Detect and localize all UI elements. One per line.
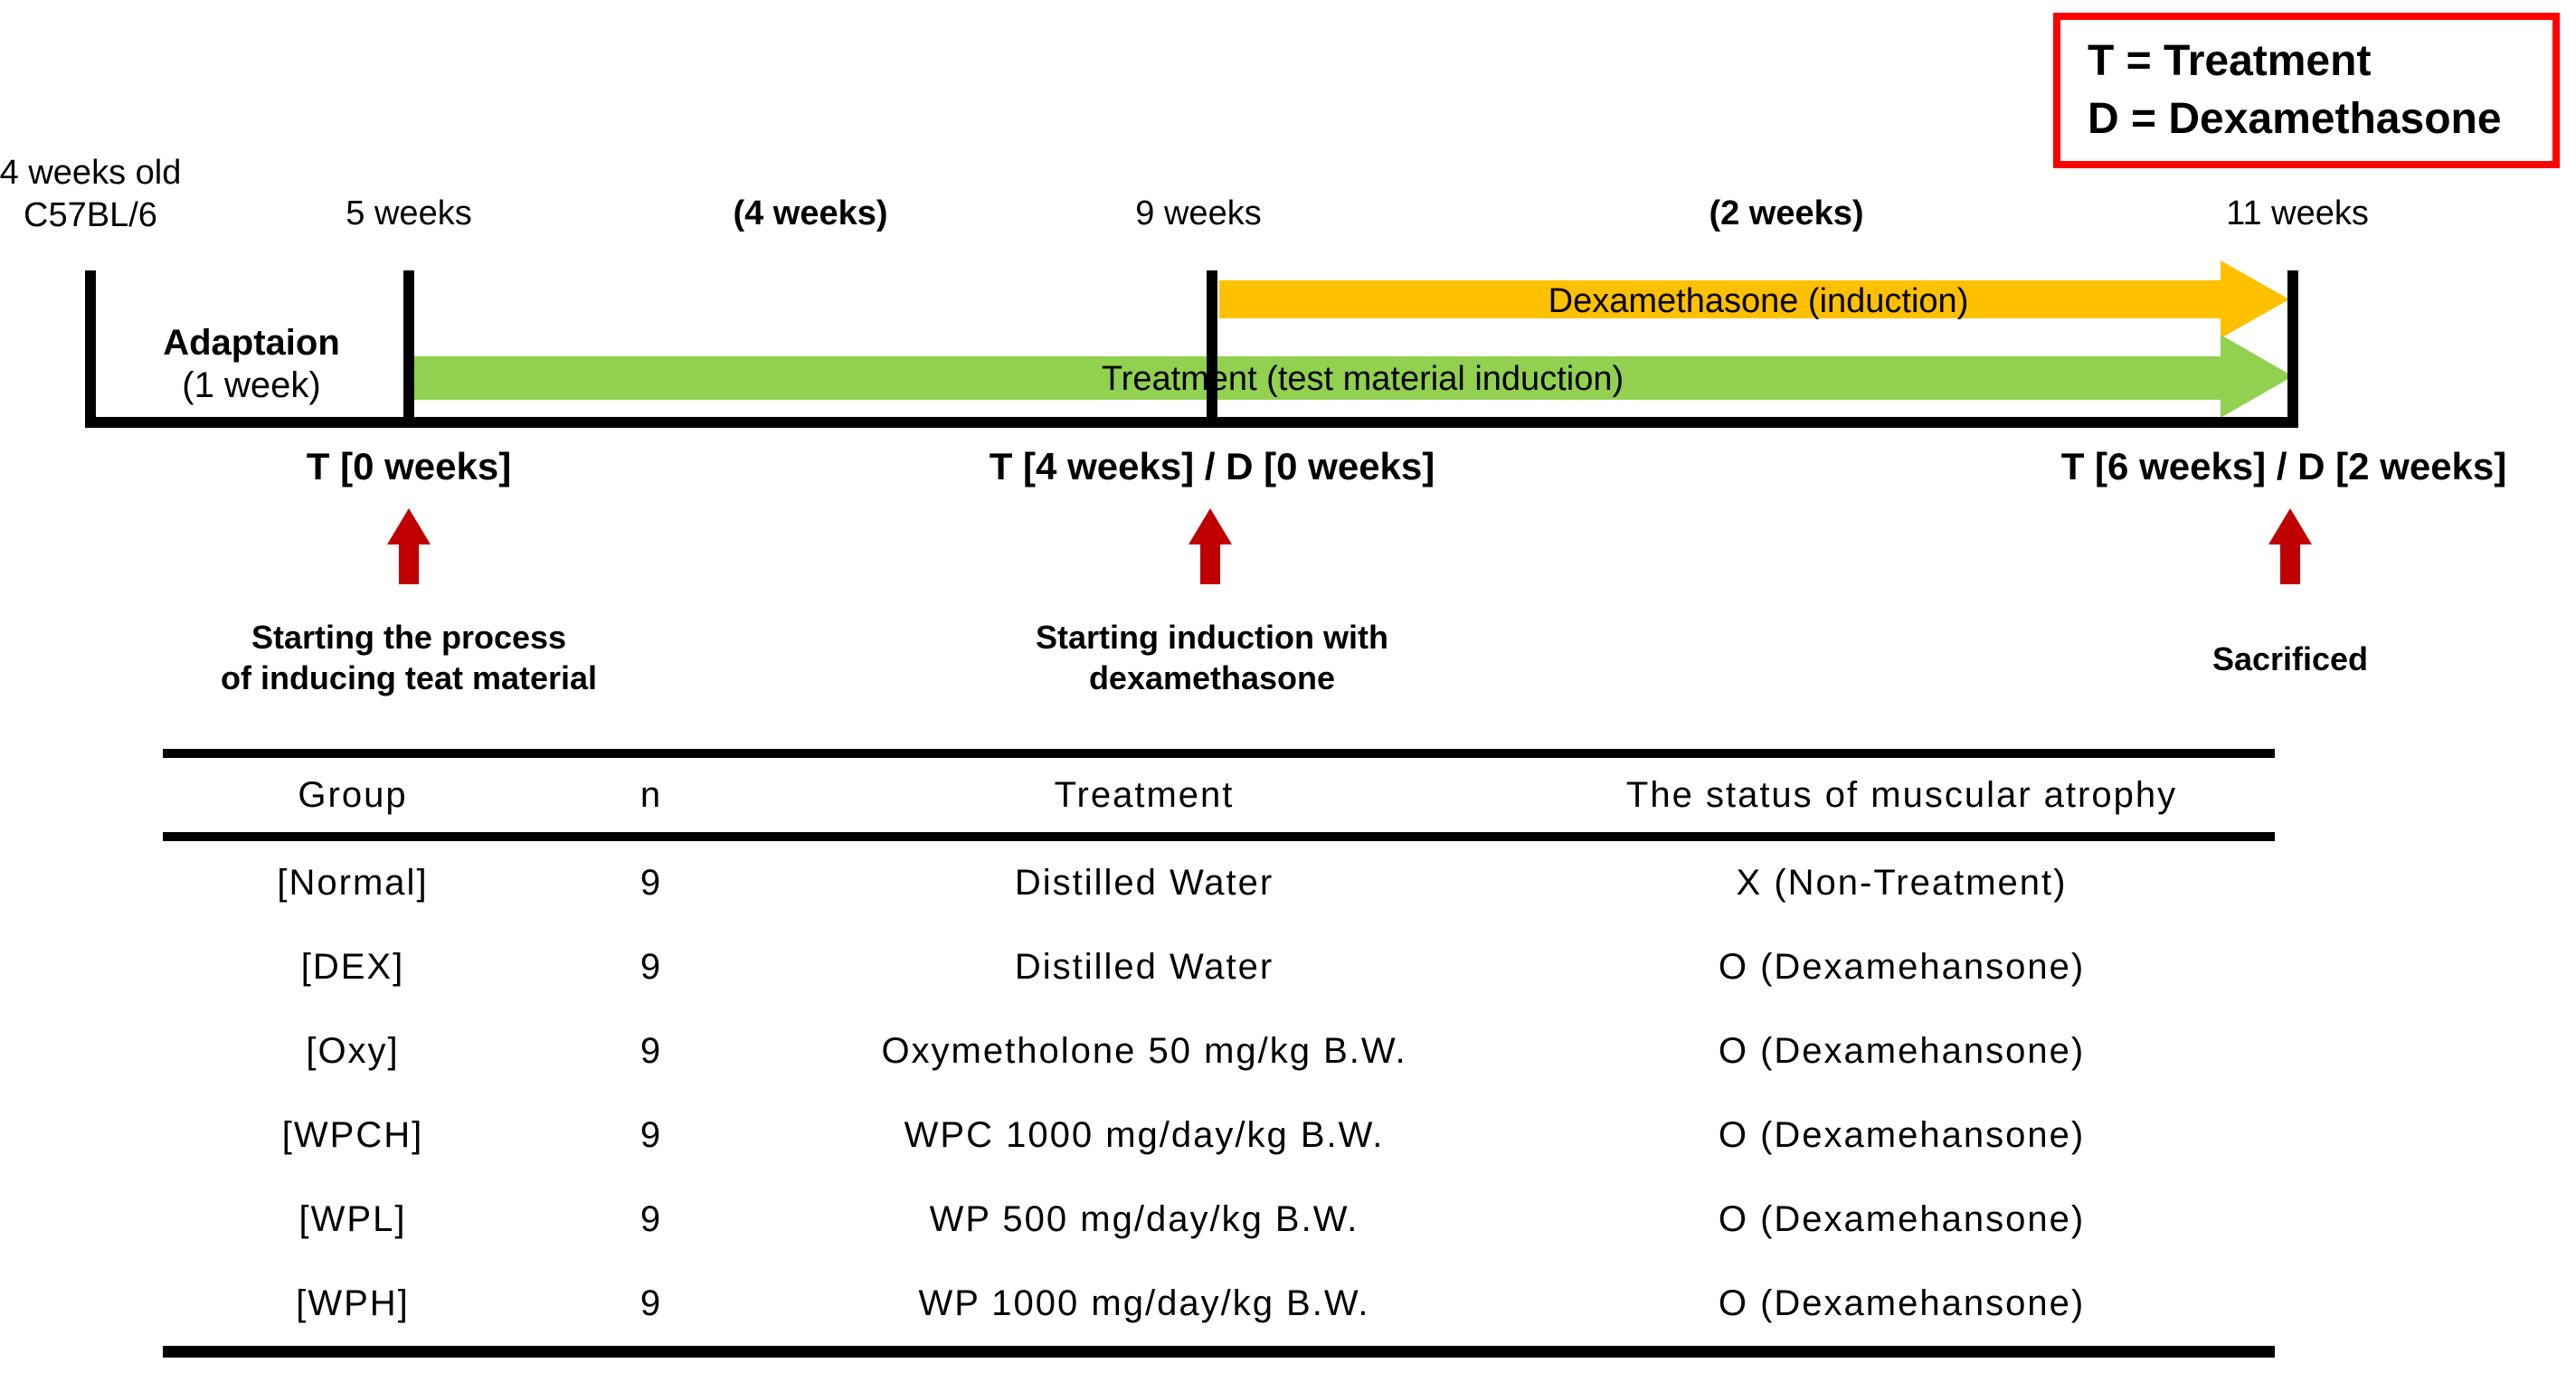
table-cell: 9 <box>639 863 663 903</box>
adaptation-label: Adaptaion (1 week) <box>163 322 340 407</box>
timeline-tick-5-weeks <box>403 270 414 428</box>
table-cell: O (Dexamehansone) <box>1718 1199 2086 1239</box>
table-cell: [WPCH] <box>281 1115 424 1155</box>
table-cell: 9 <box>639 1031 663 1071</box>
table-row-oxy: [Oxy] 9 Oxymetholone 50 mg/kg B.W. O (De… <box>163 1009 2275 1093</box>
header-cell-status: The status of muscular atrophy <box>1625 774 2178 815</box>
dexamethasone-arrowhead-icon <box>2221 260 2289 338</box>
treatment-arrow <box>414 356 2221 400</box>
dexamethasone-arrow-label: Dexamethasone (induction) <box>1548 282 1969 320</box>
groups-table: Group n Treatment The status of muscular… <box>163 749 2275 1358</box>
table-row-wph: [WPH] 9 WP 1000 mg/day/kg B.W. O (Dexame… <box>163 1262 2275 1346</box>
week-label-11: 11 weeks <box>2226 194 2369 232</box>
note-line: Sacrificed <box>2211 640 2369 677</box>
legend-box: T = Treatment D = Dexamethasone <box>2053 13 2560 168</box>
treatment-arrowhead-icon <box>2221 335 2293 418</box>
table-row-wpch: [WPCH] 9 WPC 1000 mg/day/kg B.W. O (Dexa… <box>163 1093 2275 1178</box>
table-row-dex: [DEX] 9 Distilled Water O (Dexamehansone… <box>163 925 2275 1009</box>
milestone-up-arrow-icon <box>2268 508 2312 544</box>
table-cell: Oxymetholone 50 mg/kg B.W. <box>881 1031 1407 1071</box>
table-cell: WP 1000 mg/day/kg B.W. <box>918 1283 1370 1323</box>
table-cell: O (Dexamehansone) <box>1718 947 2086 987</box>
table-row-normal: [Normal] 9 Distilled Water X (Non-Treatm… <box>163 841 2275 925</box>
milestone-up-arrow-stem <box>2280 543 2300 584</box>
table-cell: X (Non-Treatment) <box>1736 863 2068 903</box>
table-cell: 9 <box>639 1199 663 1239</box>
milestone-label-t6d2: T [6 weeks] / D [2 weeks] <box>2060 445 2507 487</box>
treatment-arrow-label: Treatment (test material induction) <box>1101 360 1624 398</box>
milestone-note-inducing: Starting the process of inducing teat ma… <box>221 617 597 698</box>
table-cell: O (Dexamehansone) <box>1718 1283 2086 1323</box>
table-row-wpl: [WPL] 9 WP 500 mg/day/kg B.W. O (Dexameh… <box>163 1178 2275 1262</box>
span-label-2-weeks: (2 weeks) <box>1709 194 1864 232</box>
milestone-up-arrow-icon <box>1189 508 1232 544</box>
note-line: Starting induction with <box>1036 619 1388 656</box>
header-cell-group: Group <box>298 774 408 815</box>
table-rule-header <box>163 832 2275 841</box>
note-line: of inducing teat material <box>220 659 598 696</box>
legend-line-treatment: T = Treatment <box>2088 37 2372 85</box>
milestone-note-sacrificed: Sacrificed <box>2212 639 2368 679</box>
week-label-5: 5 weeks <box>346 194 472 232</box>
timeline-tick-start <box>85 270 96 428</box>
timeline-tick-11-weeks <box>2287 270 2298 428</box>
table-rule-bottom <box>163 1346 2275 1358</box>
table-cell: [Normal] <box>277 863 429 903</box>
milestone-label-t4d0: T [4 weeks] / D [0 weeks] <box>989 445 1435 487</box>
table-cell: WP 500 mg/day/kg B.W. <box>929 1199 1359 1239</box>
table-cell: [DEX] <box>300 947 405 987</box>
table-cell: Distilled Water <box>1014 863 1274 903</box>
table-cell: [WPL] <box>298 1199 407 1239</box>
milestone-note-induction: Starting induction with dexamethasone <box>1036 617 1388 698</box>
week-label-9: 9 weeks <box>1135 194 1262 232</box>
timeline-baseline <box>85 417 2298 428</box>
note-line: Starting the process <box>251 619 567 656</box>
table-cell: [WPH] <box>296 1283 410 1323</box>
table-header-row: Group n Treatment The status of muscular… <box>163 758 2275 832</box>
table-cell: O (Dexamehansone) <box>1718 1031 2086 1071</box>
timeline-tick-9-weeks <box>1207 270 1217 428</box>
adaptation-title: Adaptaion <box>163 323 340 363</box>
table-cell: 9 <box>639 1283 663 1323</box>
table-rule-top <box>163 749 2275 758</box>
dexamethasone-arrow <box>1219 280 2221 318</box>
table-cell: O (Dexamehansone) <box>1718 1115 2086 1155</box>
legend-line-dexamethasone: D = Dexamethasone <box>2088 95 2502 143</box>
table-cell: 9 <box>639 947 663 987</box>
subject-strain: C57BL/6 <box>24 196 157 234</box>
header-cell-n: n <box>639 774 663 815</box>
adaptation-duration: (1 week) <box>182 365 321 405</box>
header-cell-treatment: Treatment <box>1054 774 1235 815</box>
milestone-up-arrow-stem <box>399 543 419 584</box>
note-line: dexamethasone <box>1088 659 1336 696</box>
milestone-up-arrow-stem <box>1200 543 1220 584</box>
subject-label: 4 weeks old C57BL/6 <box>0 152 181 237</box>
milestone-label-t0: T [0 weeks] <box>306 445 512 487</box>
table-cell: [Oxy] <box>306 1031 400 1071</box>
milestone-up-arrow-icon <box>387 508 431 544</box>
table-cell: 9 <box>639 1115 663 1155</box>
span-label-4-weeks: (4 weeks) <box>733 194 888 232</box>
subject-age: 4 weeks old <box>0 154 182 192</box>
table-cell: Distilled Water <box>1014 947 1274 987</box>
table-cell: WPC 1000 mg/day/kg B.W. <box>904 1115 1385 1155</box>
